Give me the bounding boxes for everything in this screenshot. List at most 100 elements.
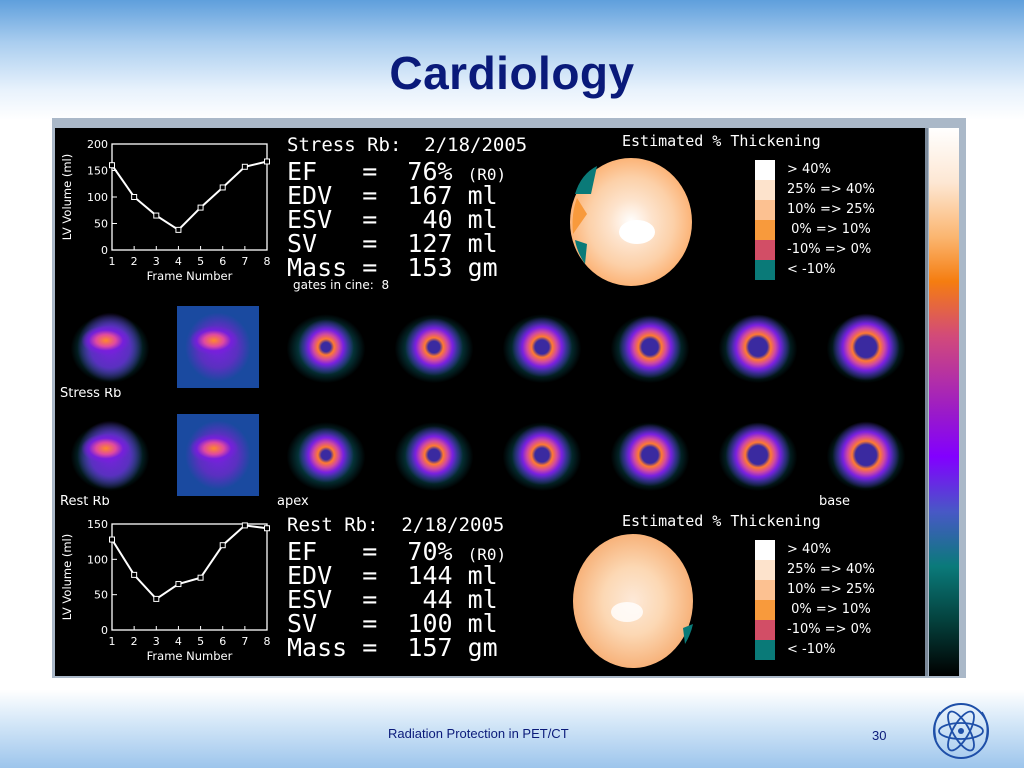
legend-swatch (755, 240, 775, 260)
x-axis-label: Frame Number (147, 269, 233, 283)
rest-esv: ESV = 44 ml (287, 585, 498, 614)
stress-polar-map (570, 158, 692, 286)
x-tick-label: 1 (109, 635, 116, 648)
color-scale-bar (929, 128, 959, 676)
slice-image (69, 414, 151, 496)
y-tick-label: 150 (87, 165, 108, 178)
legend-swatch (755, 620, 775, 640)
data-point (131, 194, 138, 200)
x-tick-label: 4 (175, 635, 182, 648)
legend-label: -10% => 0% (787, 622, 872, 637)
data-point (131, 571, 138, 578)
legend-label: 10% => 25% (787, 582, 875, 597)
legend-label: < -10% (787, 642, 836, 657)
x-axis-label: Frame Number (147, 649, 233, 663)
legend-label: > 40% (787, 162, 831, 177)
stress-thickening-title: Estimated % Thickening (622, 132, 821, 150)
slice-image (177, 414, 259, 496)
x-tick-label: 7 (241, 255, 248, 268)
x-tick-label: 3 (153, 635, 160, 648)
stress-esv: ESV = 40 ml (287, 205, 498, 234)
rest-polar-map (573, 534, 693, 668)
data-point (219, 184, 226, 191)
x-tick-label: 8 (264, 635, 271, 648)
cardiac-pet-display: 0 50 100 150 200 1 2 3 4 5 6 7 8 Frame Number LV Volum… (55, 128, 928, 676)
data-point (175, 226, 182, 233)
legend-swatch (755, 540, 775, 560)
data-point (175, 581, 182, 588)
x-tick-label: 6 (219, 255, 226, 268)
y-axis-label: LV Volume (ml) (60, 534, 74, 620)
data-point (109, 536, 115, 543)
data-point (109, 162, 115, 169)
footer-text: Radiation Protection in PET/CT (388, 726, 569, 741)
data-point (264, 525, 270, 532)
gates-in-cine: gates in cine: 8 (293, 278, 390, 292)
y-tick-label: 100 (87, 553, 108, 566)
x-tick-label: 5 (197, 635, 204, 648)
y-tick-label: 200 (87, 138, 108, 151)
slice-image (501, 414, 583, 496)
y-tick-label: 0 (101, 244, 108, 257)
iaea-logo-icon (933, 703, 989, 759)
slice-image (717, 414, 799, 496)
slice-image (393, 414, 475, 496)
slice-image (69, 306, 151, 388)
legend-swatch (755, 220, 775, 240)
data-point (197, 574, 204, 581)
volume-line (111, 524, 268, 601)
rest-row-label: Rest Rb (60, 494, 110, 509)
slice-image (285, 306, 367, 388)
legend-swatch (755, 180, 775, 200)
x-tick-label: 2 (131, 255, 138, 268)
legend-label: 10% => 25% (787, 202, 875, 217)
slice-image (393, 306, 475, 388)
y-tick-label: 50 (94, 218, 108, 231)
slice-image (501, 306, 583, 388)
legend-label: 0% => 10% (787, 222, 871, 237)
data-point (241, 163, 248, 170)
data-point (241, 522, 248, 529)
slice-image (285, 414, 367, 496)
y-tick-label: 0 (101, 624, 108, 637)
rest-edv: EDV = 144 ml (287, 561, 498, 590)
rest-ef: EF = 70% (R0) (287, 537, 507, 566)
legend-swatch (755, 580, 775, 600)
legend-swatch (755, 160, 775, 180)
rest-volume-chart: 0 50 100 150 1 2 3 4 5 6 7 8 Frame Number LV Volume (… (60, 518, 271, 663)
data-point (197, 204, 204, 211)
x-tick-label: 1 (109, 255, 116, 268)
x-tick-label: 7 (241, 635, 248, 648)
legend-label: -10% => 0% (787, 242, 872, 257)
y-tick-label: 150 (87, 518, 108, 531)
legend-label: 0% => 10% (787, 602, 871, 617)
data-point (264, 158, 270, 165)
page-number: 30 (872, 728, 887, 743)
data-point (153, 595, 160, 602)
legend-label: < -10% (787, 262, 836, 277)
stress-header: Stress Rb: 2/18/2005 (287, 134, 528, 156)
slice-image (825, 306, 907, 388)
stress-ef: EF = 76% (R0) (287, 157, 507, 186)
rest-mass: Mass = 157 gm (287, 633, 498, 662)
legend-label: > 40% (787, 542, 831, 557)
legend-swatch (755, 560, 775, 580)
stress-edv: EDV = 167 ml (287, 181, 498, 210)
x-tick-label: 8 (264, 255, 271, 268)
y-tick-label: 100 (87, 191, 108, 204)
stress-mass: Mass = 153 gm (287, 253, 498, 282)
apex-label: apex (277, 494, 309, 509)
legend-label: 25% => 40% (787, 562, 875, 577)
legend-swatch (755, 200, 775, 220)
x-tick-label: 3 (153, 255, 160, 268)
slice-image (717, 306, 799, 388)
y-axis-label: LV Volume (ml) (60, 154, 74, 240)
x-tick-label: 6 (219, 635, 226, 648)
data-point (153, 212, 160, 219)
volume-line (111, 160, 268, 232)
rest-thickening-title: Estimated % Thickening (622, 512, 821, 530)
slice-image (609, 414, 691, 496)
stress-volume-chart: 0 50 100 150 200 1 2 3 4 5 6 7 8 Frame Number LV Volum… (60, 138, 271, 283)
rest-header: Rest Rb: 2/18/2005 (287, 514, 505, 536)
legend-swatch (755, 640, 775, 660)
